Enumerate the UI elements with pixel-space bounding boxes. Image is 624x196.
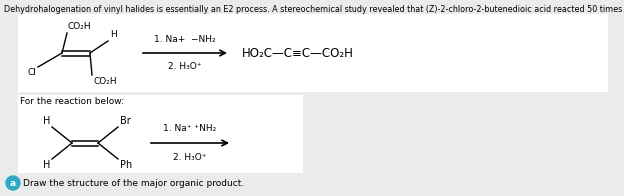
Circle shape: [6, 176, 20, 190]
Text: HO₂C—C≡C—CO₂H: HO₂C—C≡C—CO₂H: [242, 46, 354, 60]
Text: CO₂H: CO₂H: [68, 22, 92, 31]
Text: 2. H₃O⁺: 2. H₃O⁺: [173, 153, 207, 162]
Text: H: H: [42, 116, 50, 126]
Text: Draw the structure of the major organic product.: Draw the structure of the major organic …: [23, 179, 244, 188]
Text: a: a: [10, 179, 16, 188]
Text: 1. Na⁺ ⁺NH₂: 1. Na⁺ ⁺NH₂: [163, 124, 217, 133]
Text: Ph: Ph: [120, 160, 132, 170]
Text: CO₂H: CO₂H: [93, 77, 117, 86]
Bar: [18, 95, 303, 173]
Text: Br: Br: [120, 116, 131, 126]
Text: 2. H₃O⁺: 2. H₃O⁺: [168, 62, 202, 71]
Text: H: H: [110, 30, 117, 39]
Bar: [18, 14, 608, 92]
Text: H: H: [42, 160, 50, 170]
Text: For the reaction below:: For the reaction below:: [20, 97, 124, 106]
Text: 1. Na+  −NH₂: 1. Na+ −NH₂: [154, 35, 216, 44]
Text: Cl: Cl: [27, 68, 36, 77]
Text: Dehydrohalogenation of vinyl halides is essentially an E2 process. A stereochemi: Dehydrohalogenation of vinyl halides is …: [4, 5, 624, 14]
